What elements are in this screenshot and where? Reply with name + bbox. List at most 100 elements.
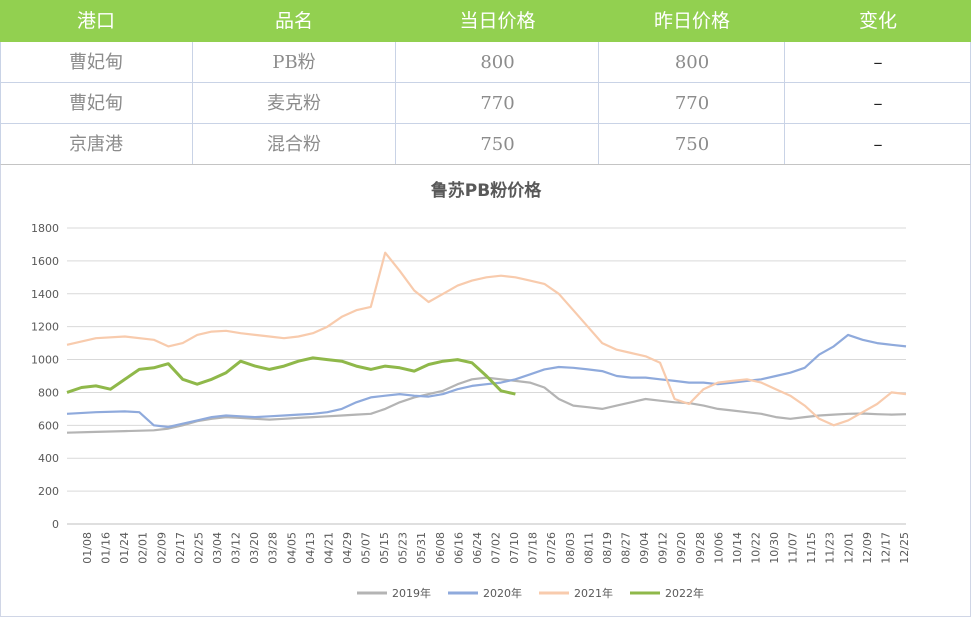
header-product: 品名 bbox=[274, 10, 313, 32]
x-tick-label: 09/28 bbox=[694, 532, 707, 564]
x-tick-label: 10/22 bbox=[749, 532, 762, 564]
x-tick-label: 03/20 bbox=[248, 532, 261, 564]
x-tick-label: 12/09 bbox=[861, 532, 874, 564]
table-header: 港口 品名 当日价格 昨日价格 变化 bbox=[0, 0, 971, 42]
x-tick-label: 05/23 bbox=[397, 532, 410, 564]
x-tick-label: 08/11 bbox=[582, 532, 595, 564]
x-tick-label: 11/07 bbox=[787, 532, 800, 564]
x-tick-label: 11/15 bbox=[805, 532, 818, 564]
x-tick-label: 08/03 bbox=[564, 532, 577, 564]
x-tick-label: 12/17 bbox=[879, 532, 892, 564]
cell-port: 曹妃甸 bbox=[69, 93, 123, 114]
cell-yesterday-price: 750 bbox=[674, 134, 710, 155]
x-tick-label: 04/05 bbox=[285, 532, 298, 564]
cell-port: 京唐港 bbox=[69, 134, 123, 155]
series-line bbox=[66, 356, 516, 396]
header-yesterday-price: 昨日价格 bbox=[653, 10, 730, 32]
x-tick-label: 05/07 bbox=[360, 532, 373, 564]
x-tick-label: 06/24 bbox=[471, 532, 484, 564]
x-tick-label: 02/17 bbox=[174, 532, 187, 564]
x-tick-label: 03/04 bbox=[211, 532, 224, 564]
x-tick-label: 07/02 bbox=[490, 532, 503, 564]
y-tick-label: 1600 bbox=[31, 255, 59, 268]
column-divider bbox=[395, 42, 396, 165]
x-tick-label: 09/04 bbox=[638, 532, 651, 564]
cell-product: PB粉 bbox=[272, 52, 316, 73]
column-divider bbox=[784, 42, 785, 165]
y-axis: 0 200 400 600 800 1000 1200 1400 1600 1800 bbox=[31, 222, 59, 531]
legend: 2019年 2020年 2021年 2022年 bbox=[357, 586, 704, 600]
column-divider bbox=[598, 42, 599, 165]
x-tick-label: 10/30 bbox=[768, 532, 781, 564]
series-line bbox=[66, 251, 907, 427]
table-row: 京唐港 混合粉 750 750 – bbox=[0, 124, 971, 165]
y-tick-label: 200 bbox=[38, 485, 59, 498]
y-tick-label: 0 bbox=[52, 518, 59, 531]
cell-change: – bbox=[873, 134, 883, 155]
legend-label: 2019年 bbox=[392, 586, 431, 600]
y-tick-label: 1000 bbox=[31, 354, 59, 367]
legend-label: 2022年 bbox=[665, 586, 704, 600]
y-tick-label: 1800 bbox=[31, 222, 59, 235]
series-line bbox=[66, 376, 907, 434]
cell-product: 麦克粉 bbox=[267, 93, 321, 114]
x-tick-label: 05/15 bbox=[378, 532, 391, 564]
x-tick-label: 10/06 bbox=[712, 532, 725, 564]
header-port: 港口 bbox=[76, 10, 115, 32]
y-tick-label: 1200 bbox=[31, 321, 59, 334]
x-tick-label: 04/13 bbox=[304, 532, 317, 564]
row-divider bbox=[0, 82, 971, 83]
row-divider bbox=[0, 123, 971, 124]
x-tick-label: 07/10 bbox=[508, 532, 521, 564]
x-tick-label: 01/08 bbox=[81, 532, 94, 564]
x-axis: 01/08 01/16 01/24 02/01 02/09 02/17 02/25 03/04… bbox=[81, 532, 911, 564]
x-tick-label: 03/28 bbox=[267, 532, 280, 564]
x-tick-label: 08/19 bbox=[601, 532, 614, 564]
x-tick-label: 11/23 bbox=[824, 532, 837, 564]
x-tick-label: 08/27 bbox=[619, 532, 632, 564]
series-lines bbox=[66, 251, 907, 434]
x-tick-label: 01/16 bbox=[100, 532, 113, 564]
y-tick-label: 800 bbox=[38, 386, 59, 399]
x-tick-label: 07/26 bbox=[545, 532, 558, 564]
line-chart: 鲁苏PB粉价格 0 200 400 600 800 1000 1200 1400 1600 180… bbox=[31, 180, 911, 600]
y-tick-label: 1400 bbox=[31, 288, 59, 301]
header-today-price: 当日价格 bbox=[459, 10, 536, 32]
cell-today-price: 770 bbox=[480, 93, 515, 114]
grid-lines bbox=[67, 227, 906, 525]
x-tick-label: 12/01 bbox=[842, 532, 855, 564]
cell-today-price: 800 bbox=[480, 52, 515, 73]
x-tick-label: 02/01 bbox=[137, 532, 150, 564]
table-row: 曹妃甸 PB粉 800 800 – bbox=[0, 42, 971, 83]
x-tick-label: 07/18 bbox=[527, 532, 540, 564]
x-tick-label: 03/12 bbox=[230, 532, 243, 564]
chart-title: 鲁苏PB粉价格 bbox=[431, 180, 542, 201]
cell-yesterday-price: 800 bbox=[674, 52, 710, 73]
y-tick-label: 400 bbox=[38, 452, 59, 465]
cell-yesterday-price: 770 bbox=[674, 93, 710, 114]
column-divider bbox=[192, 42, 193, 165]
cell-port: 曹妃甸 bbox=[69, 52, 123, 73]
x-tick-label: 09/20 bbox=[675, 532, 688, 564]
x-tick-label: 04/29 bbox=[341, 532, 354, 564]
column-divider bbox=[0, 42, 1, 165]
x-tick-label: 04/21 bbox=[322, 532, 335, 564]
x-tick-label: 01/24 bbox=[118, 532, 131, 564]
x-tick-label: 06/16 bbox=[452, 532, 465, 564]
legend-label: 2021年 bbox=[574, 586, 613, 600]
x-tick-label: 05/31 bbox=[415, 532, 428, 564]
x-tick-label: 12/25 bbox=[898, 532, 911, 564]
x-tick-label: 02/09 bbox=[155, 532, 168, 564]
cell-today-price: 750 bbox=[480, 134, 515, 155]
series-line bbox=[66, 333, 907, 429]
x-tick-label: 06/08 bbox=[434, 532, 447, 564]
cell-change: – bbox=[873, 93, 883, 114]
legend-label: 2020年 bbox=[483, 586, 522, 600]
y-tick-label: 600 bbox=[38, 419, 59, 432]
x-tick-label: 02/25 bbox=[192, 532, 205, 564]
x-tick-label: 10/14 bbox=[731, 532, 744, 564]
table-row: 曹妃甸 麦克粉 770 770 – bbox=[0, 83, 971, 124]
cell-change: – bbox=[873, 52, 883, 73]
header-change: 变化 bbox=[858, 10, 897, 32]
x-tick-label: 09/12 bbox=[657, 532, 670, 564]
